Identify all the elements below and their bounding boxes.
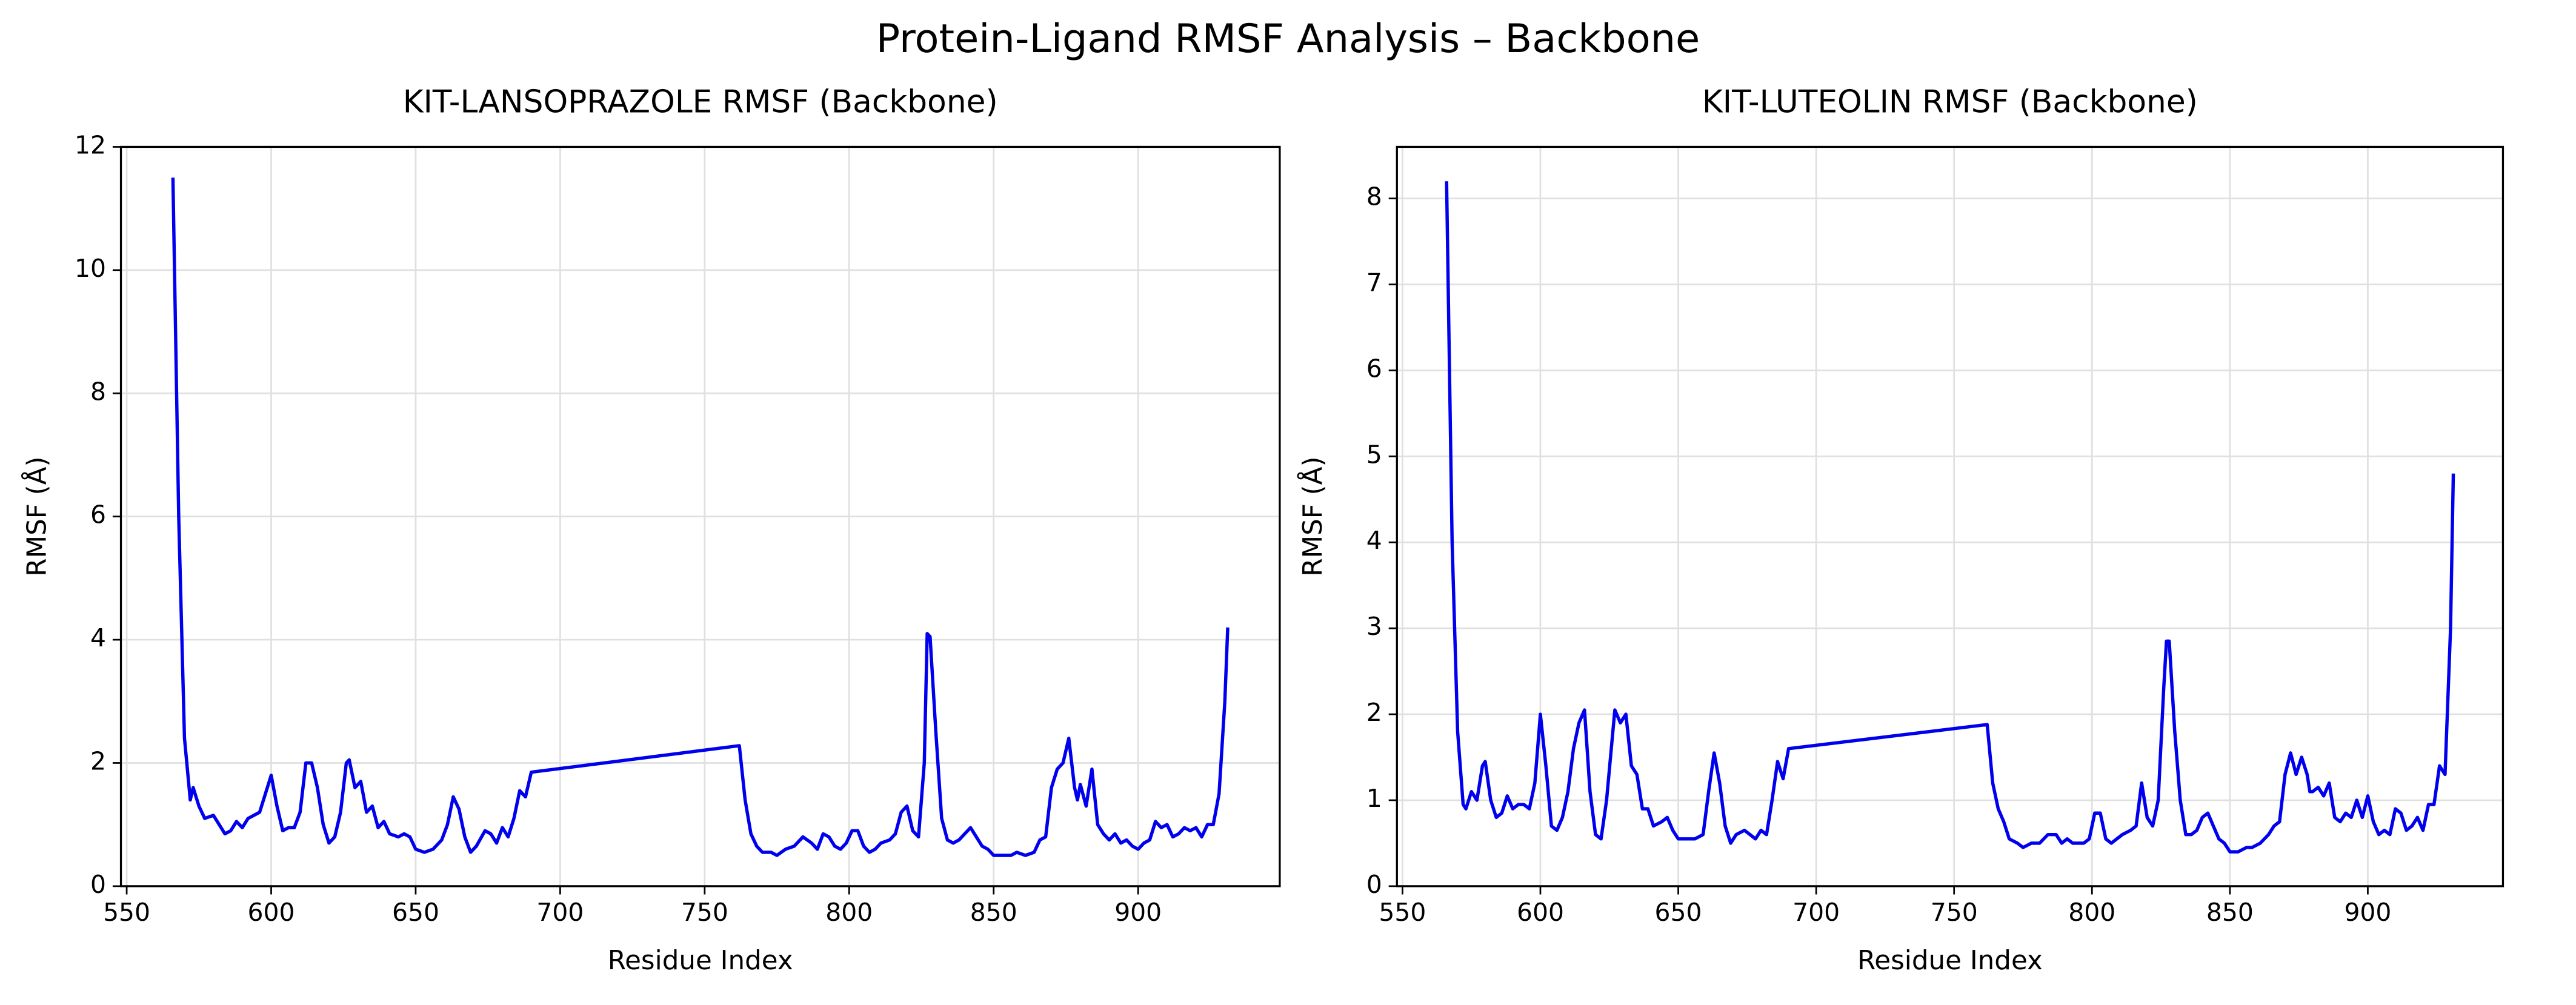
x-tick-label: 850 [970, 898, 1017, 927]
y-tick-label: 4 [90, 623, 106, 652]
y-axis-label: RMSF (Å) [20, 457, 52, 577]
x-axis-label: Residue Index [1857, 946, 2043, 976]
x-tick-label: 800 [2068, 898, 2115, 927]
x-tick-label: 550 [103, 898, 150, 927]
figure-title: Protein-Ligand RMSF Analysis – Backbone [876, 16, 1700, 62]
x-axis-label: Residue Index [608, 946, 793, 976]
y-tick-label: 0 [90, 870, 106, 899]
data-line [171, 177, 1230, 857]
x-tick-label: 900 [1114, 898, 1162, 927]
y-tick-label: 8 [90, 377, 106, 406]
x-tick-label: 600 [1517, 898, 1564, 927]
x-tick-label: 550 [1379, 898, 1426, 927]
x-tick-label: 900 [2344, 898, 2391, 927]
y-tick-label: 7 [1366, 268, 1382, 297]
subplot-title: KIT-LUTEOLIN RMSF (Backbone) [1702, 84, 2198, 121]
x-tick-label: 750 [1931, 898, 1978, 927]
subplot: 550 600 650 700 750 800 850 900 0 1 2 3 4 5 6 7 8 KIT-LUT… [1296, 84, 2504, 976]
data-line [1445, 181, 2455, 854]
plot-frame [119, 145, 1281, 887]
subplot-title: KIT-LANSOPRAZOLE RMSF (Backbone) [403, 84, 998, 121]
y-tick-label: 2 [90, 746, 106, 775]
x-tick-label: 700 [1792, 898, 1840, 927]
x-tick-label: 750 [681, 898, 728, 927]
y-axis-label: RMSF (Å) [1296, 457, 1328, 577]
x-tick-label: 650 [1655, 898, 1702, 927]
x-tick-label: 850 [2206, 898, 2254, 927]
y-tick-label: 2 [1366, 698, 1382, 727]
y-tick-label: 10 [75, 254, 106, 283]
x-tick-label: 600 [248, 898, 295, 927]
y-tick-label: 12 [75, 130, 106, 159]
plot-frame [1396, 145, 2504, 887]
x-tick-label: 700 [536, 898, 584, 927]
subplot: 550 600 650 700 750 800 850 900 0 2 4 6 8 10 12 KIT-LAN… [20, 84, 1281, 976]
y-tick-label: 0 [1366, 870, 1382, 899]
y-tick-label: 3 [1366, 612, 1382, 641]
y-tick-label: 8 [1366, 182, 1382, 211]
x-tick-label: 800 [825, 898, 873, 927]
x-tick-label: 650 [392, 898, 439, 927]
y-tick-label: 6 [1366, 354, 1382, 383]
y-tick-label: 5 [1366, 440, 1382, 469]
y-tick-label: 1 [1366, 784, 1382, 813]
y-tick-label: 6 [90, 500, 106, 529]
y-tick-label: 4 [1366, 526, 1382, 555]
